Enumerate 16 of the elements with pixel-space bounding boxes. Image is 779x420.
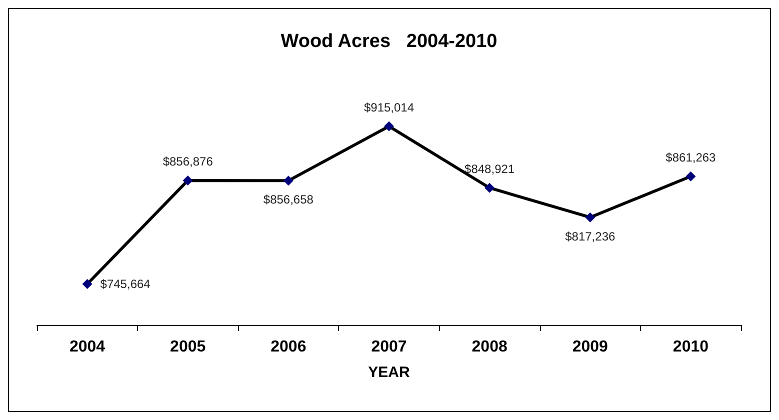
data-label: $856,876 <box>162 154 214 168</box>
data-label: $856,658 <box>263 192 314 207</box>
x-tick-label: 2004 <box>69 338 106 356</box>
x-tick-label: 2007 <box>371 338 407 356</box>
x-tick-label: 2008 <box>472 338 508 356</box>
x-axis-title: YEAR <box>368 364 410 381</box>
x-tick-label: 2009 <box>572 338 608 356</box>
x-tick-label: 2005 <box>170 338 206 356</box>
data-label: $861,263 <box>666 150 716 164</box>
chart-title: Wood Acres 2004-2010 <box>280 31 498 52</box>
data-label: $848,921 <box>464 162 515 176</box>
data-label: $817,236 <box>565 229 616 244</box>
data-label: $915,014 <box>364 100 414 114</box>
x-tick-label: 2010 <box>672 338 709 356</box>
data-label: $745,664 <box>100 277 151 291</box>
x-tick-label: 2006 <box>270 338 306 356</box>
